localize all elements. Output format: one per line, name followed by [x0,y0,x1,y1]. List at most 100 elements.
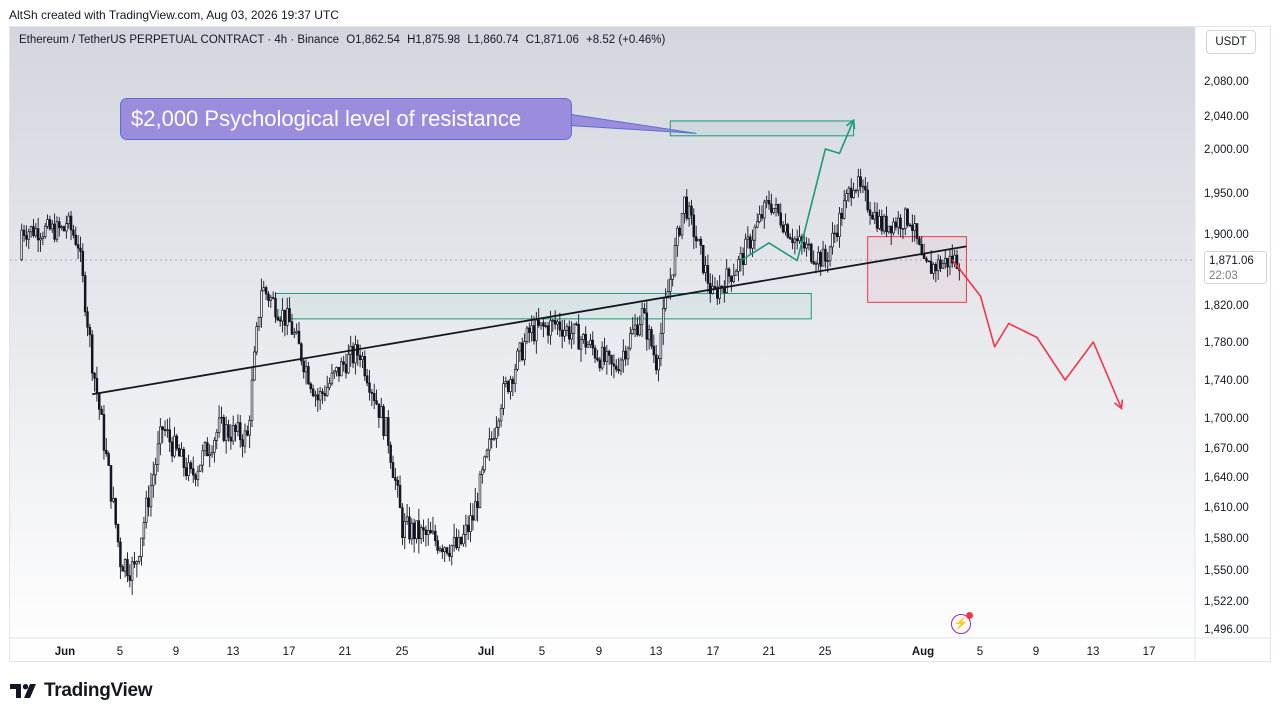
candle [927,260,931,263]
candle-body [640,308,644,326]
candle-body [368,382,371,393]
candle [431,516,435,535]
projection-up-arrowhead [846,118,856,130]
candle-body [243,430,247,447]
candle-body [661,308,665,334]
candle [337,366,341,382]
candle-body [394,477,397,481]
candle-body [812,261,815,264]
candle-body [880,215,884,232]
candle-body [666,291,670,299]
tradingview-logo-icon [10,684,36,698]
candle-body [478,474,482,508]
candle-body [936,259,940,272]
candle [457,529,461,552]
candle-body [699,238,703,246]
candle [546,321,550,344]
candle [746,226,750,249]
candle-body [208,453,211,457]
candle [647,324,651,350]
x-tick-label: 17 [707,646,720,658]
symbol-name[interactable]: Ethereum / TetherUS PERPETUAL CONTRACT ·… [19,34,339,46]
candle [194,472,197,487]
candle [363,350,367,381]
candle-body [281,309,284,322]
candle-body [401,507,404,538]
candle-body [168,429,172,443]
candle [41,231,45,246]
candle-body [335,366,338,372]
candle-body [224,424,228,441]
candle-body [575,323,578,326]
candle-body [528,327,531,333]
candle [466,515,470,540]
candle [170,436,174,463]
candle [464,514,468,548]
candle [553,310,557,330]
candle [640,302,644,338]
resistance-zone [669,120,855,137]
candle-body [302,360,305,373]
candle [328,377,331,391]
candle-body [304,366,308,373]
candle-body [384,417,388,436]
candle-body [422,527,425,531]
candle [687,201,691,227]
candle [102,405,106,460]
candle-body [107,453,110,466]
candle-body [48,219,52,230]
y-tick-label: 2,040.00 [1204,111,1249,123]
candle-body [199,464,202,472]
chart-area[interactable]: 2,080.00 2,040.00 2,000.00 1,950.00 1,900.00… [9,26,1271,662]
candle-body [805,243,808,249]
candle-body [896,217,900,228]
candle-body [781,224,785,233]
candle [114,497,117,529]
candle-body [180,448,183,457]
candle [239,415,242,448]
candle-body [685,196,688,219]
candle [267,291,270,308]
resistance-callout[interactable]: $2,000 Psychological level of resistance [120,98,572,140]
candle-body [469,515,472,532]
candle [666,279,670,299]
candle-body [182,448,186,469]
candle-body [680,212,684,236]
candle [882,214,886,235]
currency-badge[interactable]: USDT [1206,30,1256,54]
candle [412,518,416,553]
candle-body [758,214,761,223]
candle [913,215,916,242]
candle-body [372,392,376,402]
x-tick-label: Jun [55,646,75,658]
candle [203,441,207,457]
candle-body [913,223,916,231]
candle-body [203,442,207,452]
candle-body [791,238,794,244]
candle [354,335,357,375]
candle-body [387,417,390,446]
candle-body [391,462,395,478]
projection-up [740,119,855,262]
trendline [92,245,967,396]
candle-body [631,328,634,334]
candle [793,236,797,255]
candle-body [474,501,477,521]
candle-body [288,308,291,323]
candle [824,244,827,269]
candle-body [598,359,602,369]
candle-body [647,329,651,340]
candle-body [523,341,526,361]
candle [307,361,310,385]
candle-body [330,372,334,384]
lightning-icon[interactable]: ⚡ [951,612,973,634]
tradingview-brand[interactable]: TradingView [10,680,153,702]
candle-body [716,287,719,299]
candle-body [234,425,237,432]
candle-body [464,524,468,535]
candle-body [431,530,435,534]
candle-body [53,223,56,240]
candle [391,455,395,479]
candle [210,445,214,458]
candle-body [654,354,658,371]
